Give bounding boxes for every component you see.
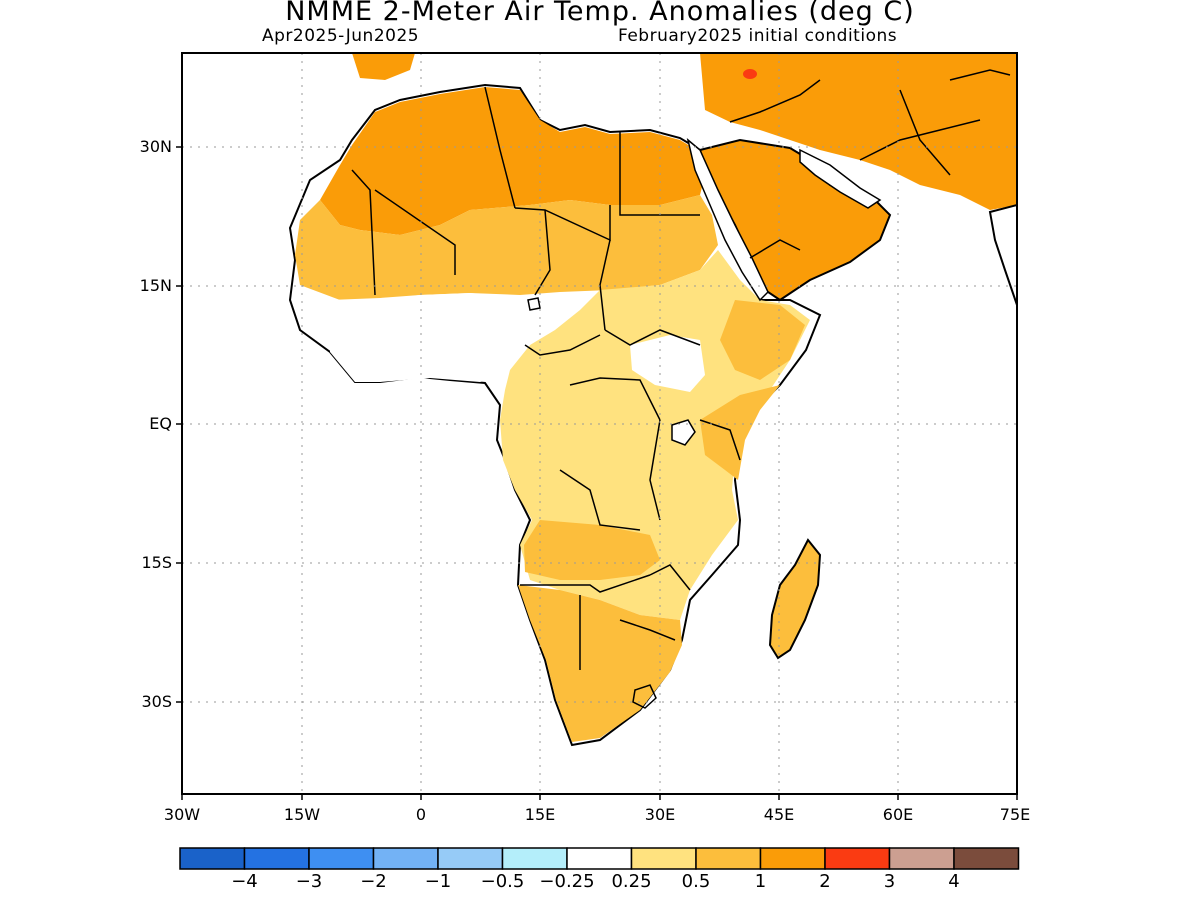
colorbar-swatch-10 [824, 847, 891, 870]
persian-gulf [799, 148, 882, 209]
lon-label-15e: 15E [524, 805, 556, 824]
colorbar-label: −0.5 [480, 871, 525, 892]
lon-label-60e: 60E [882, 805, 914, 824]
colorbar-swatch-11 [888, 847, 955, 870]
lat-label-15s: 15S [141, 553, 172, 572]
lake-chad [527, 297, 541, 311]
anomaly-0.5-1-angola [524, 520, 660, 580]
map-gridlines [182, 53, 1017, 794]
colorbar-swatch-9 [759, 847, 826, 870]
colorbar-label: 4 [948, 871, 960, 892]
colorbar-swatch-7 [630, 847, 697, 870]
lon-label-75e: 75E [999, 805, 1031, 824]
anomaly-0.5-1-east [700, 385, 780, 480]
axis-ticks [176, 146, 1018, 800]
colorbar-label: 0.25 [611, 871, 652, 892]
initial-conditions: February2025 initial conditions [618, 26, 898, 46]
middle-east-landmass [700, 53, 1017, 210]
madagascar [768, 538, 822, 660]
lat-label-15n: 15N [139, 276, 172, 295]
anomaly-0.5-1-sahel [295, 195, 718, 300]
lon-label-45e: 45E [763, 805, 795, 824]
anomaly-0.5-1-horn [720, 300, 805, 380]
colorbar-swatch-8 [695, 847, 762, 870]
anomaly-2-3-spot [743, 69, 757, 79]
anomaly-0.5-1-south [518, 585, 682, 742]
colorbar-swatch-5 [501, 847, 568, 870]
anomaly-1-2-north [320, 87, 705, 235]
colorbar-label: 2 [819, 871, 831, 892]
lat-label-30n: 30N [139, 137, 172, 156]
lat-label-eq: EQ [149, 414, 172, 433]
red-sea [686, 137, 769, 302]
country-borders [351, 69, 1011, 670]
lesotho-outline [632, 684, 657, 709]
colorbar-swatch-3 [372, 847, 439, 870]
near-normal-sudan [630, 335, 705, 392]
colorbar-label: 3 [883, 871, 896, 892]
colorbar-label: −3 [295, 871, 323, 892]
map-area [288, 53, 1017, 747]
lon-label-30w: 30W [163, 805, 201, 824]
lon-label-0: 0 [415, 805, 427, 824]
colorbar-label: −2 [360, 871, 387, 892]
iberia-landmass [352, 53, 415, 80]
colorbar-swatch-12 [953, 847, 1020, 870]
lake-victoria [671, 419, 696, 446]
lon-label-30e: 30E [644, 805, 676, 824]
colorbar-swatch-0 [179, 847, 246, 870]
lat-label-30s: 30S [141, 692, 172, 711]
forecast-period: Apr2025-Jun2025 [262, 26, 420, 46]
colorbar-label: 1 [754, 871, 767, 892]
colorbar-swatch-2 [308, 847, 375, 870]
colorbar-label: 0.5 [681, 871, 711, 892]
lon-label-15w: 15W [283, 805, 321, 824]
india-landmass [988, 203, 1017, 306]
map-title: NMME 2-Meter Air Temp. Anomalies (deg C) [285, 0, 915, 27]
colorbar-label: −0.25 [539, 871, 595, 892]
colorbar-swatch-6 [566, 847, 633, 870]
colorbar-label: −4 [231, 871, 258, 892]
colorbar [179, 847, 1020, 870]
colorbar-label: −1 [424, 871, 452, 892]
colorbar-swatch-1 [243, 847, 310, 870]
colorbar-swatch-4 [437, 847, 504, 870]
near-normal-west-africa [330, 293, 540, 382]
